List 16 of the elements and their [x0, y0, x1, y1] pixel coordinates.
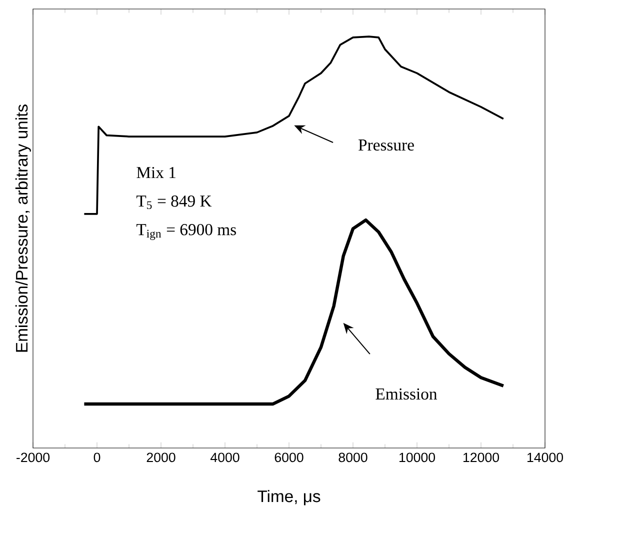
- x-tick-label: -2000: [16, 452, 50, 462]
- x-tick-label: 6000: [274, 452, 304, 462]
- annotation: Mix 1: [136, 166, 176, 178]
- x-tick-label: 0: [94, 452, 100, 462]
- x-axis-title: Time, μs: [258, 490, 320, 506]
- x-tick-label: 14000: [527, 452, 564, 462]
- x-tick-label: 12000: [463, 452, 500, 462]
- x-tick-label: 8000: [338, 452, 368, 462]
- annotation: T$_{5}$ = 849 K: [136, 195, 212, 210]
- annotation: Pressure: [358, 140, 414, 151]
- x-tick-label: 4000: [210, 452, 240, 462]
- y-axis-title: Emission/Pressure, arbitrary units: [15, 104, 31, 352]
- annotation: Emission: [376, 388, 438, 400]
- x-tick-label: 2000: [146, 452, 176, 462]
- x-tick-label: 10000: [399, 452, 436, 462]
- annotation: T$_{ign}$ = 6900 ms: [136, 224, 236, 240]
